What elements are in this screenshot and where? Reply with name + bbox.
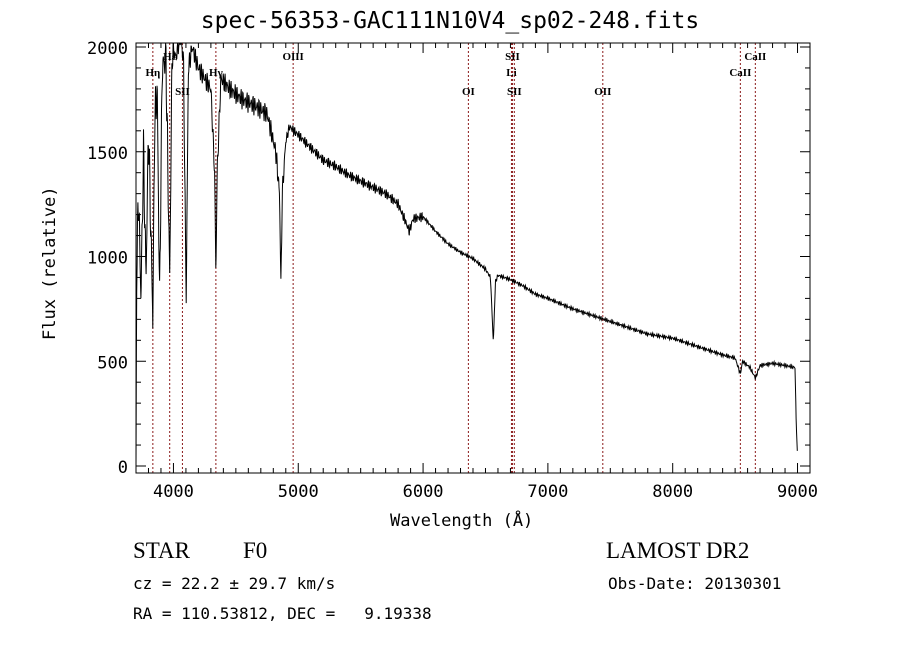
- x-tick-label: 5000: [278, 482, 319, 502]
- x-axis-label: Wavelength (Å): [390, 511, 534, 531]
- y-tick-label: 1000: [87, 249, 128, 269]
- chart-title: spec-56353-GAC111N10V4_sp02-248.fits: [200, 8, 700, 34]
- spectrum-line: [135, 42, 798, 467]
- marker-label: SII: [507, 86, 522, 98]
- object-type: STAR: [133, 538, 190, 563]
- marker-label: OIII: [282, 51, 303, 63]
- redshift-info: cz = 22.2 ± 29.7 km/s: [133, 574, 336, 593]
- y-tick-label: 1500: [87, 144, 128, 164]
- marker-label: SII: [505, 51, 520, 63]
- y-tick-label: 0: [118, 458, 128, 478]
- marker-label: Li: [506, 67, 516, 79]
- marker-label: OII: [594, 86, 611, 98]
- survey-name: LAMOST DR2: [606, 538, 750, 563]
- y-axis-label: Flux (relative): [40, 186, 60, 340]
- x-tick-label: 6000: [403, 482, 444, 502]
- x-tick-label: 8000: [652, 482, 693, 502]
- marker-label: SII: [175, 86, 190, 98]
- coordinates: RA = 110.53812, DEC = 9.19338: [133, 604, 432, 623]
- subclass: F0: [243, 538, 268, 563]
- marker-label: Hγ: [209, 67, 223, 79]
- x-tick-label: 4000: [153, 482, 194, 502]
- x-tick-label: 9000: [777, 482, 818, 502]
- obs-date: Obs-Date: 20130301: [608, 574, 782, 593]
- marker-label: Hη: [145, 67, 160, 79]
- y-tick-label: 500: [97, 353, 128, 373]
- marker-label: OI: [462, 86, 475, 98]
- marker-label: CaII: [729, 67, 751, 79]
- y-tick-label: 2000: [87, 39, 128, 59]
- x-tick-label: 7000: [527, 482, 568, 502]
- marker-label: CaII: [744, 51, 766, 63]
